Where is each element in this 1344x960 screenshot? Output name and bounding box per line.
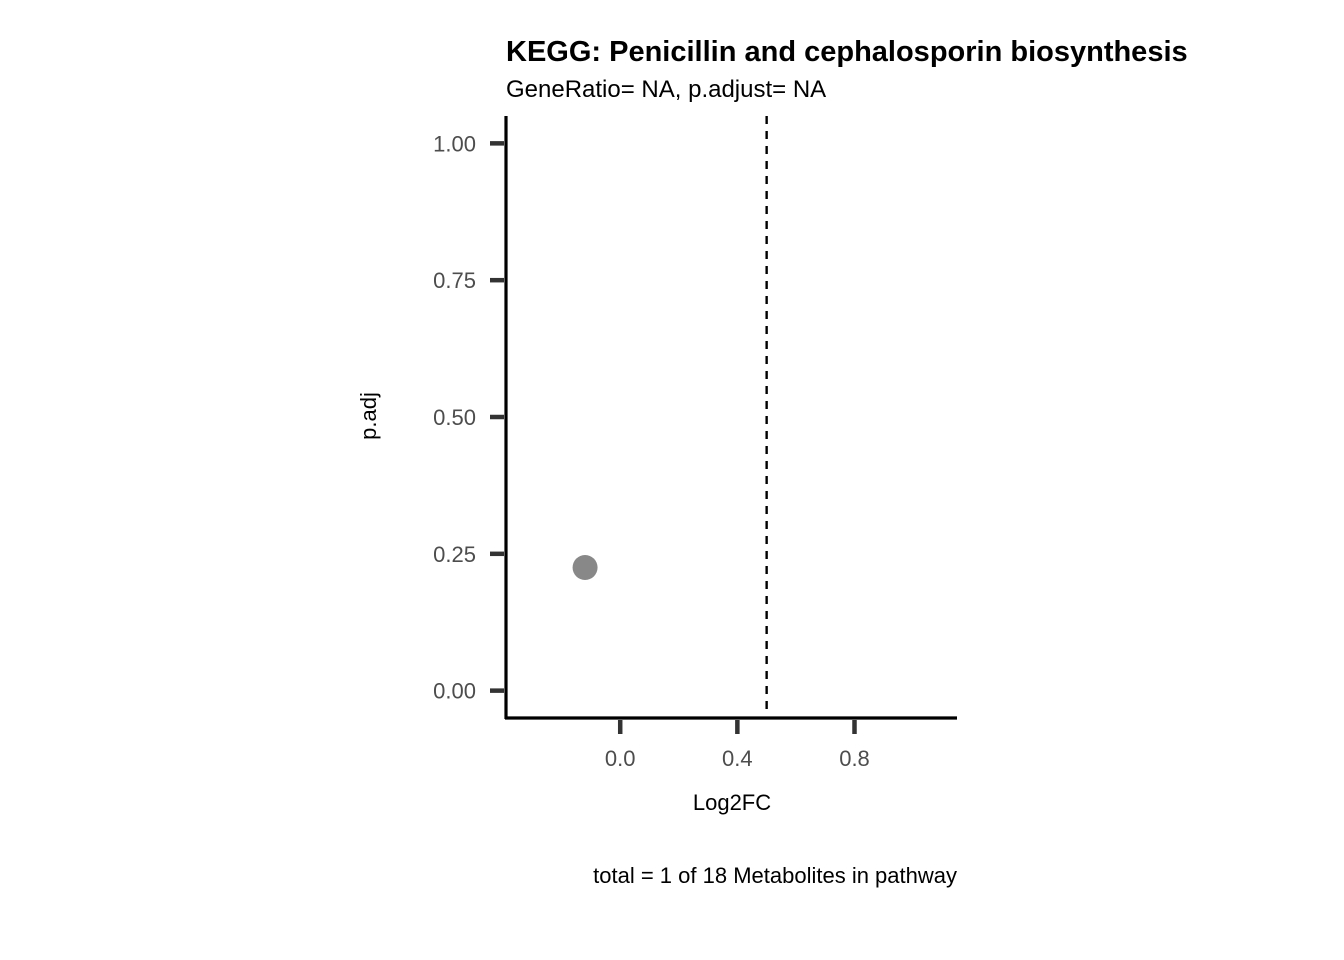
y-tick-label: 1.00 [433, 131, 476, 156]
x-axis-title: Log2FC [693, 790, 771, 815]
y-tick-label: 0.25 [433, 542, 476, 567]
y-axis-title: p.adj [356, 392, 381, 440]
chart-subtitle: GeneRatio= NA, p.adjust= NA [506, 76, 826, 103]
chart-title: KEGG: Penicillin and cephalosporin biosy… [506, 36, 1188, 68]
plot-marks: 0.00 0.25 0.50 0.75 1.00 0.0 0.4 0.8 [433, 116, 957, 771]
y-tick-label: 0.00 [433, 679, 476, 704]
x-tick-label: 0.4 [722, 746, 753, 771]
chart-caption: total = 1 of 18 Metabolites in pathway [593, 863, 957, 888]
y-tick-label: 0.75 [433, 268, 476, 293]
x-tick-label: 0.0 [605, 746, 636, 771]
y-tick-label: 0.50 [433, 405, 476, 430]
data-point [572, 555, 598, 580]
x-tick-label: 0.8 [839, 746, 870, 771]
